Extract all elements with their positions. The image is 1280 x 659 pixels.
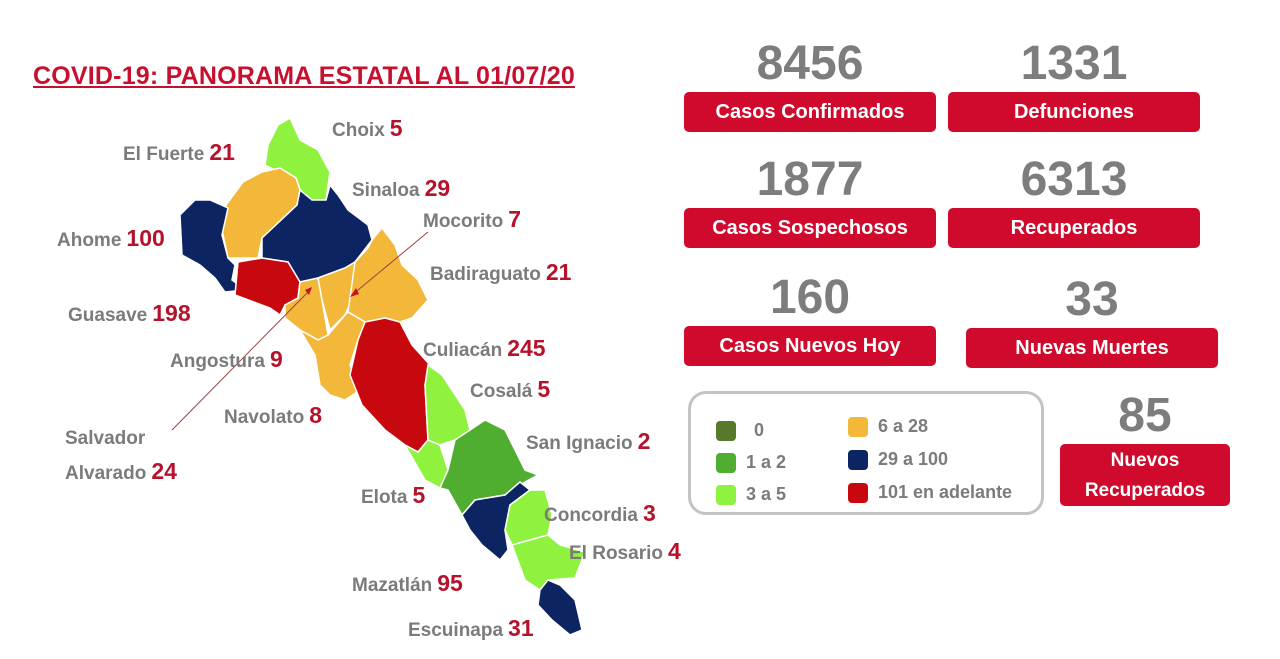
label-san-ignacio: San Ignacio 2 bbox=[526, 428, 651, 454]
sinaloa-map bbox=[171, 116, 586, 636]
label-mazatlan: Mazatlán 95 bbox=[352, 570, 463, 596]
label-elota: Elota 5 bbox=[361, 482, 426, 508]
region-el-rosario bbox=[511, 534, 586, 592]
label-concordia: Concordia 3 bbox=[544, 500, 656, 526]
legend-item: 101 en adelante bbox=[848, 482, 1012, 504]
label-el-rosario: El Rosario 4 bbox=[569, 538, 681, 564]
region-culiacan bbox=[349, 317, 431, 453]
label-choix: Choix 5 bbox=[332, 115, 403, 141]
legend: 0 1 a 2 3 a 5 6 a 28 29 a 100 101 en ade… bbox=[688, 391, 1044, 515]
legend-item: 3 a 5 bbox=[716, 484, 786, 506]
region-cosala bbox=[424, 363, 471, 446]
region-ahome bbox=[179, 199, 247, 293]
stat-casos-sospechosos: 1877 Casos Sospechosos bbox=[684, 154, 936, 248]
label-escuinapa: Escuinapa 31 bbox=[408, 615, 534, 641]
region-badiraguato bbox=[347, 226, 429, 323]
region-navolato bbox=[297, 311, 366, 401]
legend-item: 0 bbox=[716, 420, 764, 442]
label-sinaloa: Sinaloa 29 bbox=[352, 175, 451, 201]
legend-item: 6 a 28 bbox=[848, 416, 928, 438]
legend-item: 1 a 2 bbox=[716, 452, 786, 474]
legend-item: 29 a 100 bbox=[848, 449, 948, 471]
stat-casos-confirmados: 8456 Casos Confirmados bbox=[684, 38, 936, 132]
label-ahome: Ahome 100 bbox=[57, 225, 165, 251]
label-salvador-alvarado: Salvador Alvarado 24 bbox=[65, 428, 177, 484]
label-cosala: Cosalá 5 bbox=[470, 376, 551, 402]
label-guasave: Guasave 198 bbox=[68, 300, 191, 326]
label-el-fuerte: El Fuerte 21 bbox=[123, 139, 235, 165]
label-navolato: Navolato 8 bbox=[224, 402, 323, 428]
label-badiraguato: Badiraguato 21 bbox=[430, 259, 572, 285]
label-mocorito: Mocorito 7 bbox=[423, 206, 522, 232]
salvador-alvarado-pointer bbox=[171, 289, 311, 431]
label-angostura: Angostura 9 bbox=[170, 346, 283, 372]
label-culiacan: Culiacán 245 bbox=[423, 335, 546, 361]
stat-casos-nuevos-hoy: 160 Casos Nuevos Hoy bbox=[684, 272, 936, 366]
mocorito-pointer bbox=[351, 231, 429, 296]
stat-nuevos-recuperados: 85 Nuevos Recuperados bbox=[1060, 390, 1230, 506]
stat-defunciones: 1331 Defunciones bbox=[948, 38, 1200, 132]
page-title: COVID-19: PANORAMA ESTATAL AL 01/07/20 bbox=[33, 62, 575, 90]
region-escuinapa bbox=[537, 579, 583, 636]
region-elota bbox=[403, 439, 449, 490]
stat-recuperados: 6313 Recuperados bbox=[948, 154, 1200, 248]
stat-nuevas-muertes: 33 Nuevas Muertes bbox=[966, 274, 1218, 368]
